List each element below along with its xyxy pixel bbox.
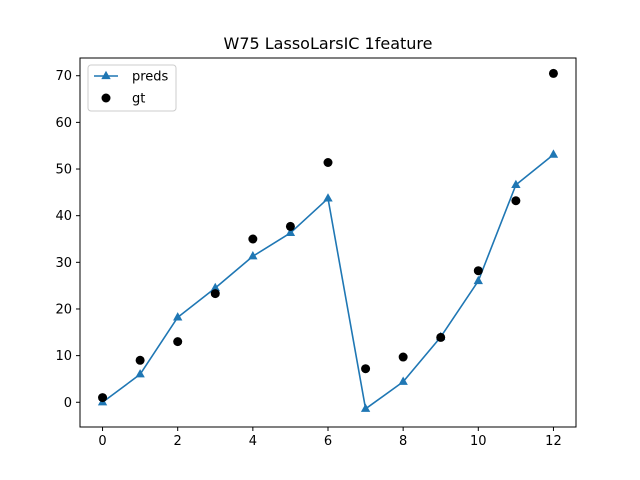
preds-point-3 bbox=[210, 282, 220, 292]
preds-point-12 bbox=[548, 149, 559, 158]
x-tick-label-1: 2 bbox=[174, 434, 182, 449]
y-tick-label-5: 50 bbox=[55, 163, 72, 178]
gt-point-11 bbox=[511, 196, 521, 206]
preds-point-7 bbox=[360, 403, 371, 412]
axes: 0 2 4 6 8 10 12 0 10 20 30 40 50 60 70 bbox=[55, 57, 577, 449]
x-tick-label-0: 0 bbox=[98, 434, 106, 449]
preds-point-6 bbox=[323, 193, 333, 202]
preds-point-4 bbox=[248, 251, 258, 260]
preds-point-2 bbox=[173, 312, 183, 321]
gt-point-6 bbox=[323, 158, 333, 167]
legend-preds-label: preds bbox=[132, 70, 169, 85]
x-tick-label-2: 4 bbox=[249, 434, 257, 449]
x-tick-label-3: 6 bbox=[324, 434, 332, 449]
x-tick-label-6: 12 bbox=[545, 434, 562, 449]
preds-point-11 bbox=[511, 179, 521, 189]
legend: preds gt bbox=[87, 64, 177, 112]
legend-gt-marker bbox=[101, 93, 111, 103]
y-tick-label-7: 70 bbox=[55, 69, 72, 84]
gt-point-12 bbox=[548, 68, 558, 78]
gt-point-4 bbox=[248, 234, 258, 244]
y-tick-label-1: 10 bbox=[55, 349, 72, 364]
x-tick-label-4: 8 bbox=[399, 434, 407, 449]
gt-point-1 bbox=[135, 355, 145, 365]
preds-point-8 bbox=[398, 376, 408, 385]
gt-point-7 bbox=[361, 364, 371, 374]
gt-point-0 bbox=[98, 393, 108, 403]
chart-title: W75 LassoLarsIC 1feature bbox=[224, 34, 433, 53]
gt-point-9 bbox=[436, 332, 446, 342]
legend-preds-marker bbox=[101, 70, 111, 80]
y-tick-label-0: 0 bbox=[64, 396, 72, 411]
gt-point-5 bbox=[285, 221, 295, 231]
gt-point-10 bbox=[473, 266, 483, 276]
y-tick-label-4: 40 bbox=[55, 209, 72, 224]
y-tick-label-6: 60 bbox=[55, 116, 72, 131]
y-tick-label-3: 30 bbox=[55, 256, 72, 271]
legend-gt-label: gt bbox=[132, 92, 145, 107]
preds-point-10 bbox=[473, 275, 483, 285]
gt-point-8 bbox=[398, 352, 408, 362]
y-tick-label-2: 20 bbox=[55, 302, 72, 317]
x-tick-label-5: 10 bbox=[470, 434, 487, 449]
plot-area bbox=[97, 68, 559, 412]
gt-point-3 bbox=[210, 289, 220, 299]
preds-point-5 bbox=[285, 227, 296, 237]
gt-point-2 bbox=[173, 337, 183, 347]
preds-point-1 bbox=[135, 369, 145, 378]
